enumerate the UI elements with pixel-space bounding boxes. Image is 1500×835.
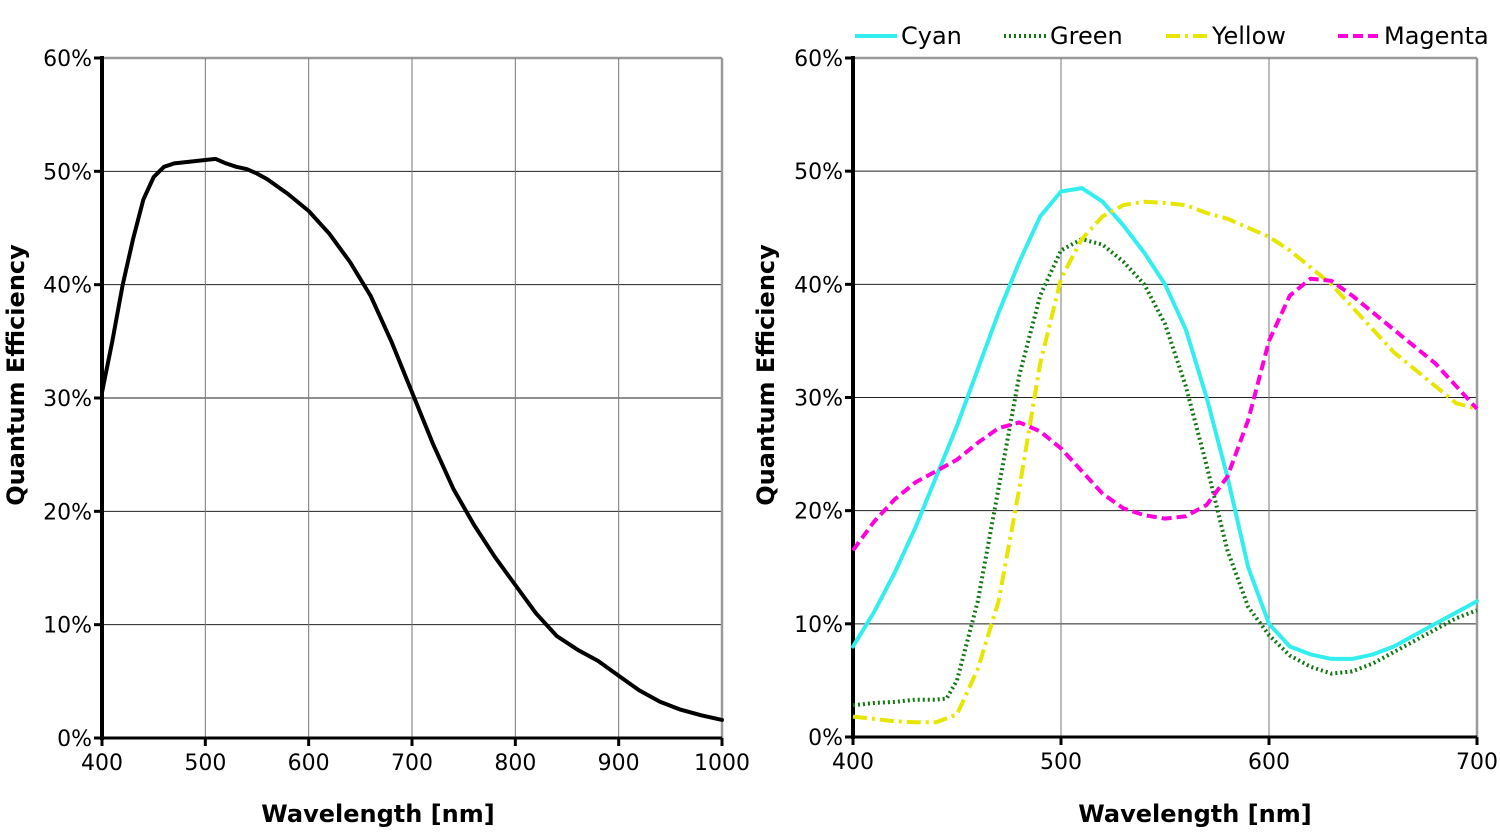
x-tick-label: 400 xyxy=(832,750,874,775)
y-tick-label: 20% xyxy=(794,500,843,525)
magenta-legend-label: Magenta xyxy=(1384,22,1489,50)
y-tick-label: 20% xyxy=(43,500,92,525)
left-x-axis-title: Wavelength [nm] xyxy=(261,800,494,828)
cyan-legend-label: Cyan xyxy=(901,22,962,50)
y-tick-label: 30% xyxy=(43,387,92,412)
left-grid xyxy=(102,56,724,738)
x-tick-label: 500 xyxy=(184,751,226,776)
y-tick-label: 50% xyxy=(43,160,92,185)
left-y-axis-title: Quantum Efficiency xyxy=(2,244,30,506)
color-qe-chart: 0% 10% 20% 30% 40% 50% 60% 400 500 600 700 Cyan Gre… xyxy=(752,22,1498,828)
x-tick-label: 600 xyxy=(288,751,330,776)
right-y-axis-title: Quantum Efficiency xyxy=(752,244,780,506)
x-tick-label: 900 xyxy=(598,751,640,776)
y-tick-label: 50% xyxy=(794,160,843,185)
x-tick-label: 600 xyxy=(1248,750,1290,775)
y-tick-label: 0% xyxy=(808,726,843,751)
right-grid xyxy=(853,56,1479,737)
x-tick-label: 400 xyxy=(81,751,123,776)
x-tick-label: 700 xyxy=(391,751,433,776)
y-tick-label: 40% xyxy=(43,274,92,299)
left-series xyxy=(100,156,724,722)
x-tick-label: 800 xyxy=(494,751,536,776)
mono-qe-chart: 0% 10% 20% 30% 40% 50% 60% 400 500 600 700 800 900 10… xyxy=(2,47,750,828)
green-series-line xyxy=(852,237,1478,708)
qe-series-line xyxy=(100,156,724,722)
y-tick-label: 60% xyxy=(43,47,92,72)
right-legend: Cyan Green Yellow Magenta xyxy=(855,22,1489,50)
right-series xyxy=(851,186,1479,725)
y-tick-label: 0% xyxy=(57,727,92,752)
yellow-series-line xyxy=(852,199,1478,725)
green-legend-label: Green xyxy=(1050,22,1123,50)
yellow-legend-label: Yellow xyxy=(1211,22,1286,50)
y-tick-label: 30% xyxy=(794,387,843,412)
right-ticks: 0% 10% 20% 30% 40% 50% 60% 400 500 600 700 xyxy=(794,47,1498,775)
x-tick-label: 1000 xyxy=(694,751,750,776)
magenta-series-line xyxy=(851,276,1479,552)
y-tick-label: 60% xyxy=(794,47,843,72)
x-tick-label: 700 xyxy=(1456,750,1498,775)
right-x-axis-title: Wavelength [nm] xyxy=(1078,800,1311,828)
x-tick-label: 500 xyxy=(1040,750,1082,775)
y-tick-label: 10% xyxy=(794,613,843,638)
y-tick-label: 40% xyxy=(794,273,843,298)
y-tick-label: 10% xyxy=(43,614,92,639)
cyan-series-line xyxy=(851,186,1479,661)
left-ticks: 0% 10% 20% 30% 40% 50% 60% 400 500 600 700 800 900 10… xyxy=(43,47,750,776)
